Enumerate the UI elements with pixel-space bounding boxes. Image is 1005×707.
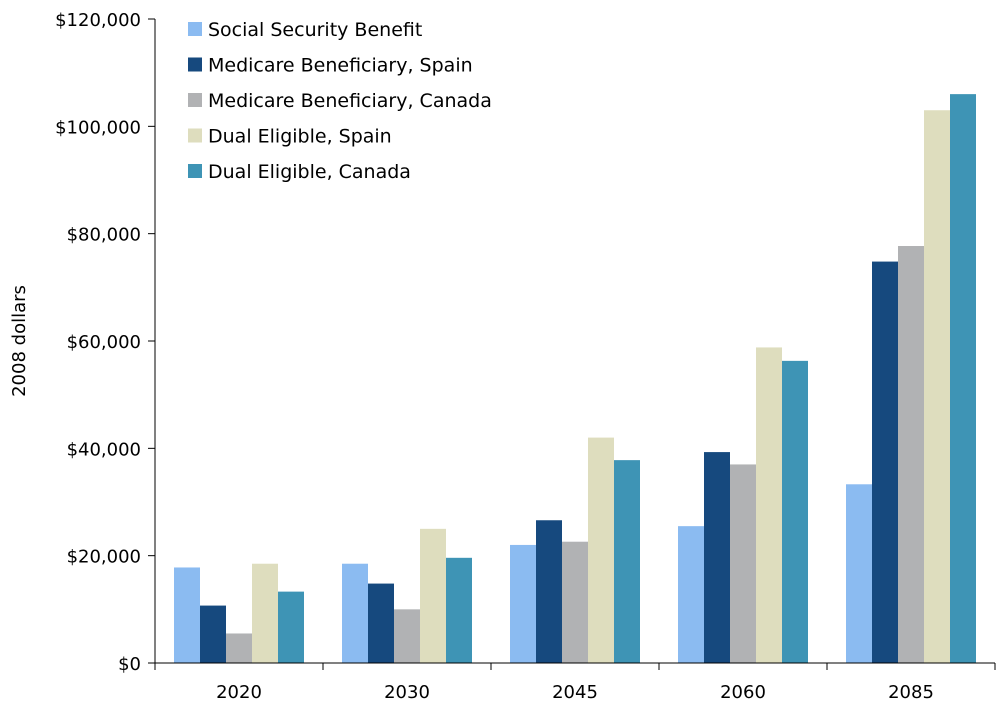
x-tick-label: 2045 [552,682,598,703]
legend: Social Security Benefit Medicare Benefici… [188,19,492,183]
series-4 [252,110,950,663]
y-tick-label: $40,000 [67,439,141,460]
bars-layer [174,94,976,664]
x-tick-label: 2020 [216,682,262,703]
bar [536,520,562,663]
series-2 [200,261,898,663]
bar [368,583,394,663]
bar [782,360,808,663]
series-1 [174,484,872,663]
bar [342,563,368,663]
y-axis-title: 2008 dollars [9,285,30,397]
legend-label: Medicare Beneficiary, Spain [208,55,473,77]
y-tick-label: $120,000 [55,10,141,31]
bar [200,605,226,663]
bar [704,452,730,663]
y-tick-label: $60,000 [67,332,141,353]
legend-swatch [188,57,202,72]
legend-swatch [188,164,202,178]
x-tick-label: 2085 [888,682,934,703]
bar [898,246,924,663]
x-tick-label: 2030 [384,682,430,703]
legend-swatch [188,22,202,36]
legend-label: Medicare Beneficiary, Canada [208,90,492,112]
series-3 [226,246,924,663]
y-tick-label: $100,000 [55,117,141,138]
bar [278,591,304,663]
legend-label: Dual Eligible, Canada [208,161,411,183]
legend-label: Social Security Benefit [208,19,422,41]
bar [872,261,898,663]
bar [420,528,446,663]
series-5 [278,94,976,664]
legend-swatch [188,93,202,107]
x-tick-label: 2060 [720,682,766,703]
legend-swatch [188,128,202,143]
bar [756,347,782,663]
bar [950,94,976,664]
bar [846,484,872,663]
legend-label: Dual Eligible, Spain [208,126,392,148]
bar [252,563,278,663]
x-axis-ticks: 2020 2030 2045 2060 2085 [154,663,996,703]
bar [510,544,536,663]
bar [588,437,614,663]
bar [446,557,472,663]
y-tick-label: $80,000 [67,225,141,246]
bar [678,526,704,663]
bar [730,464,756,663]
bar [562,541,588,663]
y-tick-label: $0 [118,654,141,675]
bar [226,633,252,663]
bar [174,567,200,663]
y-tick-label: $20,000 [67,547,141,568]
bar [924,110,950,663]
y-axis-ticks: $0 $20,000 $40,000 $60,000 $80,000 $100,000 $1… [55,10,155,675]
bar [394,609,420,663]
bar [614,460,640,663]
